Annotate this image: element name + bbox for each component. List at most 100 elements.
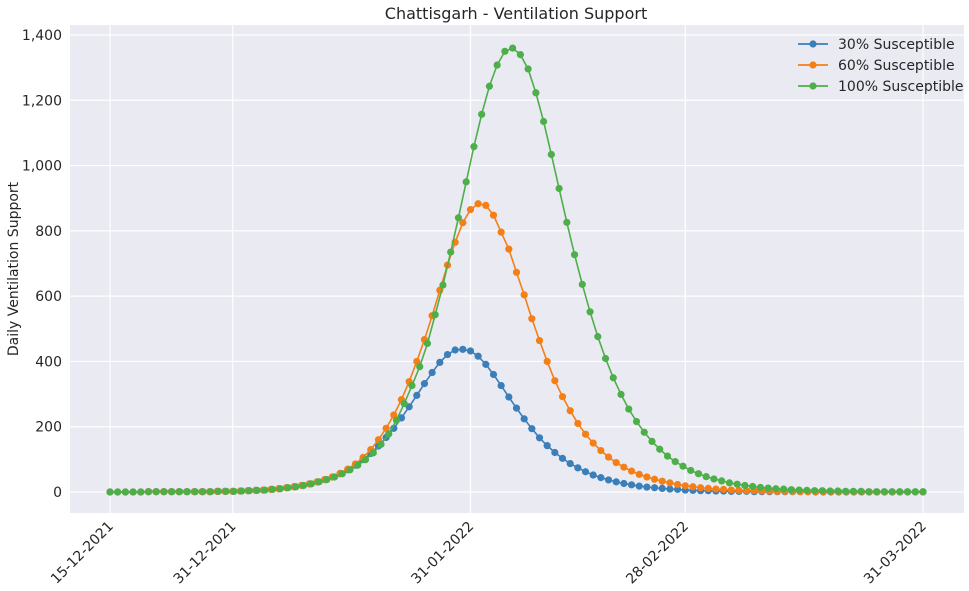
data-point bbox=[284, 484, 292, 492]
data-point bbox=[764, 484, 772, 492]
data-point bbox=[535, 434, 544, 442]
data-point bbox=[756, 483, 765, 492]
data-point bbox=[609, 374, 617, 382]
data-point bbox=[589, 439, 597, 447]
data-point bbox=[551, 448, 559, 457]
y-tick-label: 800 bbox=[35, 224, 62, 240]
y-tick-label: 1,000 bbox=[22, 159, 62, 175]
data-point bbox=[656, 445, 664, 453]
data-point bbox=[658, 484, 666, 493]
data-point bbox=[361, 456, 370, 464]
data-point bbox=[413, 391, 421, 399]
x-tick-label: 15-12-2021 bbox=[48, 519, 117, 588]
data-point bbox=[857, 487, 865, 495]
data-point bbox=[627, 481, 636, 489]
data-point bbox=[547, 150, 555, 159]
data-point bbox=[811, 487, 819, 495]
data-point bbox=[888, 488, 896, 496]
data-point bbox=[749, 482, 757, 491]
data-point bbox=[658, 477, 666, 485]
data-point bbox=[447, 248, 455, 256]
data-point bbox=[581, 430, 590, 438]
data-point bbox=[466, 347, 475, 355]
data-point bbox=[712, 485, 720, 493]
data-point bbox=[497, 381, 505, 390]
data-point bbox=[238, 487, 246, 495]
data-point bbox=[532, 89, 540, 97]
data-point bbox=[563, 218, 571, 226]
data-point bbox=[558, 393, 567, 401]
data-point bbox=[617, 390, 625, 398]
data-point bbox=[261, 486, 269, 494]
legend: 30% Susceptible 60% Susceptible 100% Susce… bbox=[798, 37, 964, 95]
y-tick-labels: 0 200 400 600 800 1,000 1,200 1,400 bbox=[22, 28, 62, 501]
data-point bbox=[635, 482, 643, 490]
data-point bbox=[400, 399, 408, 408]
data-point bbox=[650, 484, 659, 492]
data-point bbox=[408, 381, 416, 390]
data-point bbox=[627, 467, 636, 475]
legend-label: 100% Susceptible bbox=[838, 79, 964, 95]
data-point bbox=[152, 488, 161, 496]
data-point bbox=[269, 485, 277, 493]
data-point bbox=[199, 488, 207, 496]
data-point bbox=[505, 245, 513, 253]
data-point bbox=[307, 480, 315, 488]
data-point bbox=[725, 479, 734, 487]
data-point bbox=[604, 453, 613, 461]
data-point bbox=[528, 425, 536, 433]
legend-item: 60% Susceptible bbox=[798, 58, 955, 74]
data-point bbox=[704, 484, 712, 493]
y-tick-label: 1,400 bbox=[22, 28, 62, 44]
data-point bbox=[787, 486, 795, 494]
data-point bbox=[919, 488, 927, 496]
y-tick-label: 1,200 bbox=[22, 93, 62, 109]
data-point bbox=[589, 471, 597, 479]
data-point bbox=[520, 415, 528, 423]
x-tick-label: 31-03-2022 bbox=[861, 519, 930, 588]
data-point bbox=[489, 370, 498, 379]
data-point bbox=[640, 428, 648, 436]
x-gridlines bbox=[109, 25, 924, 513]
data-point bbox=[558, 454, 567, 462]
data-point bbox=[880, 488, 888, 496]
data-point bbox=[620, 463, 628, 471]
data-point bbox=[459, 345, 467, 353]
data-point bbox=[315, 478, 323, 486]
data-point bbox=[439, 281, 447, 289]
x-tick-label: 31-01-2022 bbox=[408, 519, 477, 588]
x-tick-labels: 15-12-2021 31-12-2021 31-01-2022 28-02-2022… bbox=[48, 519, 930, 588]
data-point bbox=[540, 117, 548, 126]
data-point bbox=[681, 482, 689, 490]
data-point bbox=[689, 483, 697, 491]
data-point bbox=[323, 476, 331, 484]
data-point bbox=[719, 485, 728, 493]
data-point bbox=[535, 336, 544, 345]
data-point bbox=[129, 488, 137, 496]
data-point bbox=[509, 44, 517, 52]
series-line bbox=[110, 47, 923, 493]
data-point bbox=[625, 405, 633, 413]
data-point bbox=[354, 461, 362, 469]
x-tick-label: 31-12-2021 bbox=[171, 519, 240, 588]
data-point bbox=[524, 65, 532, 73]
data-point bbox=[346, 466, 354, 474]
data-point bbox=[671, 458, 679, 466]
data-point bbox=[643, 473, 651, 481]
data-point bbox=[772, 485, 780, 493]
data-point bbox=[338, 470, 346, 478]
data-point bbox=[497, 228, 505, 236]
data-point bbox=[696, 484, 705, 492]
y-tick-label: 0 bbox=[53, 485, 62, 501]
data-point bbox=[570, 251, 579, 259]
y-tick-label: 200 bbox=[35, 420, 62, 436]
legend-marker bbox=[809, 82, 817, 90]
legend-item: 30% Susceptible bbox=[798, 37, 955, 53]
data-point bbox=[106, 488, 114, 496]
data-point bbox=[512, 268, 521, 276]
data-point bbox=[114, 488, 122, 496]
data-point bbox=[183, 488, 192, 496]
legend-marker bbox=[809, 40, 817, 48]
data-point bbox=[474, 200, 482, 208]
